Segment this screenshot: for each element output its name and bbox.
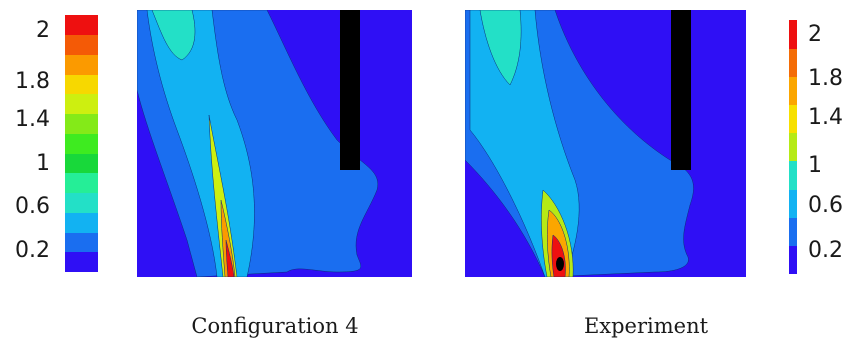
colorbar-level-5 xyxy=(65,153,98,174)
colorbar-right-tick-1: 1 xyxy=(808,153,822,178)
colorbar-left-tick-0.6: 0.6 xyxy=(15,194,50,219)
colorbar-right xyxy=(789,20,797,274)
caption-configuration-4: Configuration 4 xyxy=(191,314,359,338)
obstacle xyxy=(340,10,360,170)
obstacle xyxy=(671,10,691,170)
colorbar-left-tick-0.2: 0.2 xyxy=(15,238,50,263)
colorbar-level-1 xyxy=(65,232,98,253)
colorbar-level-7 xyxy=(789,48,797,78)
colorbar-level-8 xyxy=(789,20,797,49)
colorbar-level-3 xyxy=(65,192,98,213)
colorbar-left-tick-1: 1 xyxy=(36,151,50,176)
peak-core xyxy=(556,257,564,271)
colorbar-right-tick-1.4: 1.4 xyxy=(808,105,843,130)
colorbar-left xyxy=(65,15,98,273)
colorbar-level-1 xyxy=(789,216,797,246)
colorbar-level-4 xyxy=(65,173,98,194)
colorbar-level-6 xyxy=(65,133,98,154)
colorbar-level-2 xyxy=(65,212,98,233)
colorbar-right-tick-0.2: 0.2 xyxy=(808,238,843,263)
colorbar-level-4 xyxy=(789,132,797,162)
colorbar-level-12 xyxy=(65,15,98,35)
colorbar-level-3 xyxy=(789,160,797,190)
colorbar-level-7 xyxy=(65,113,98,134)
colorbar-right-tick-1.8: 1.8 xyxy=(808,66,843,91)
colorbar-level-0 xyxy=(65,252,98,273)
contour-level-1 xyxy=(479,10,522,86)
colorbar-level-6 xyxy=(789,76,797,106)
colorbar-level-2 xyxy=(789,188,797,218)
contour-level-1.4 xyxy=(208,114,238,277)
colorbar-level-8 xyxy=(65,94,98,115)
colorbar-level-9 xyxy=(65,74,98,95)
colorbar-level-5 xyxy=(789,104,797,134)
caption-experiment: Experiment xyxy=(583,314,709,338)
colorbar-left-tick-1.8: 1.8 xyxy=(15,69,50,94)
colorbar-right-tick-2: 2 xyxy=(808,22,822,47)
colorbar-level-11 xyxy=(65,34,98,55)
colorbar-left-tick-1.4: 1.4 xyxy=(15,107,50,132)
contour-level-2 xyxy=(225,239,235,277)
colorbar-left-tick-2: 2 xyxy=(36,18,50,43)
contour-level-0.6 xyxy=(146,10,255,277)
contour-plot-experiment xyxy=(465,10,746,277)
colorbar-right-tick-0.6: 0.6 xyxy=(808,193,843,218)
colorbar-level-0 xyxy=(789,244,797,274)
contour-level-1.8 xyxy=(220,199,236,277)
colorbar-level-10 xyxy=(65,54,98,75)
contour-level-1 xyxy=(151,10,196,61)
contour-plot-configuration-4 xyxy=(137,10,412,277)
